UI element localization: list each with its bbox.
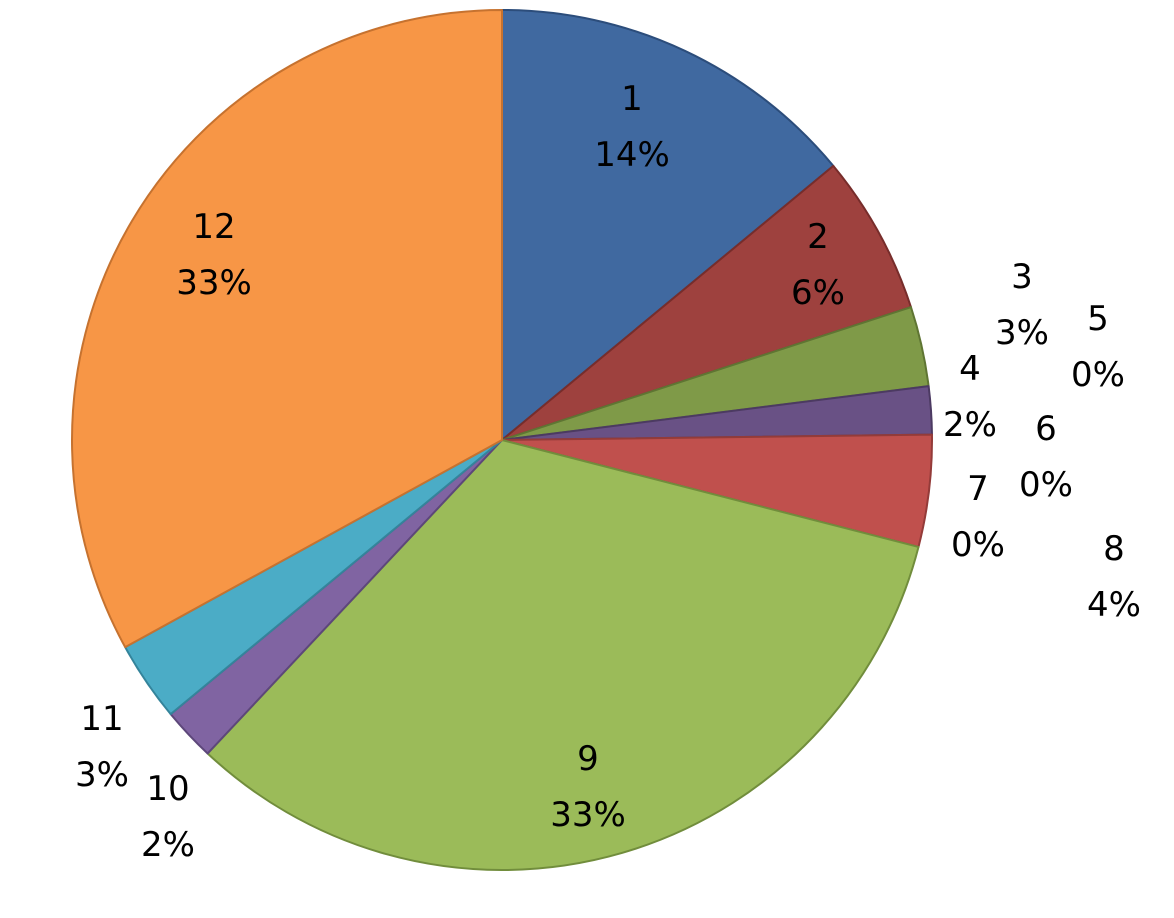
pie-label-10: 10 2%: [141, 769, 195, 865]
pie-label-name: 5: [1087, 299, 1109, 339]
pie-label-percent: 3%: [995, 313, 1049, 353]
pie-label-percent: 14%: [594, 135, 670, 175]
pie-label-7: 7 0%: [951, 469, 1005, 565]
pie-label-percent: 2%: [141, 825, 195, 865]
pie-label-name: 9: [577, 739, 599, 779]
pie-label-percent: 0%: [1071, 355, 1125, 395]
pie-slice-1: [501, 9, 835, 441]
pie-label-3: 3 3%: [995, 257, 1049, 353]
pie-label-5: 5 0%: [1071, 299, 1125, 395]
pie-slice-12: [71, 9, 503, 649]
pie-label-percent: 33%: [550, 795, 626, 835]
pie-slices: [71, 9, 933, 872]
pie-label-percent: 6%: [791, 273, 845, 313]
pie-slice-2: [501, 164, 912, 441]
pie-label-percent: 33%: [176, 263, 252, 303]
pie-label-name: 2: [807, 217, 829, 257]
pie-label-4: 4 2%: [943, 349, 997, 445]
pie-label-2: 2 6%: [791, 217, 845, 313]
pie-label-percent: 0%: [951, 525, 1005, 565]
pie-label-name: 1: [621, 79, 643, 119]
pie-label-percent: 0%: [1019, 465, 1073, 505]
pie-label-name: 8: [1103, 529, 1125, 569]
pie-slice-9: [206, 439, 920, 872]
pie-label-name: 12: [192, 207, 235, 247]
pie-label-percent: 3%: [75, 755, 129, 795]
pie-label-percent: 4%: [1087, 585, 1141, 625]
pie-label-11: 11 3%: [75, 699, 129, 795]
pie-label-8: 8 4%: [1087, 529, 1141, 625]
pie-label-name: 11: [80, 699, 123, 739]
pie-labels: 1 14%2 6% 3 3%4 2%5 0%6 0%7 0% 8 4%9 33%10 2%11 3%12 3…: [75, 79, 1141, 865]
pie-label-12: 12 33%: [176, 207, 252, 303]
pie-label-percent: 2%: [943, 405, 997, 445]
pie-label-name: 6: [1035, 409, 1057, 449]
pie-label-6: 6 0%: [1019, 409, 1073, 505]
pie-label-1: 1 14%: [594, 79, 670, 175]
pie-label-name: 3: [1011, 257, 1033, 297]
pie-label-name: 10: [146, 769, 189, 809]
pie-label-name: 4: [959, 349, 981, 389]
pie-label-9: 9 33%: [550, 739, 626, 835]
pie-label-name: 7: [967, 469, 989, 509]
